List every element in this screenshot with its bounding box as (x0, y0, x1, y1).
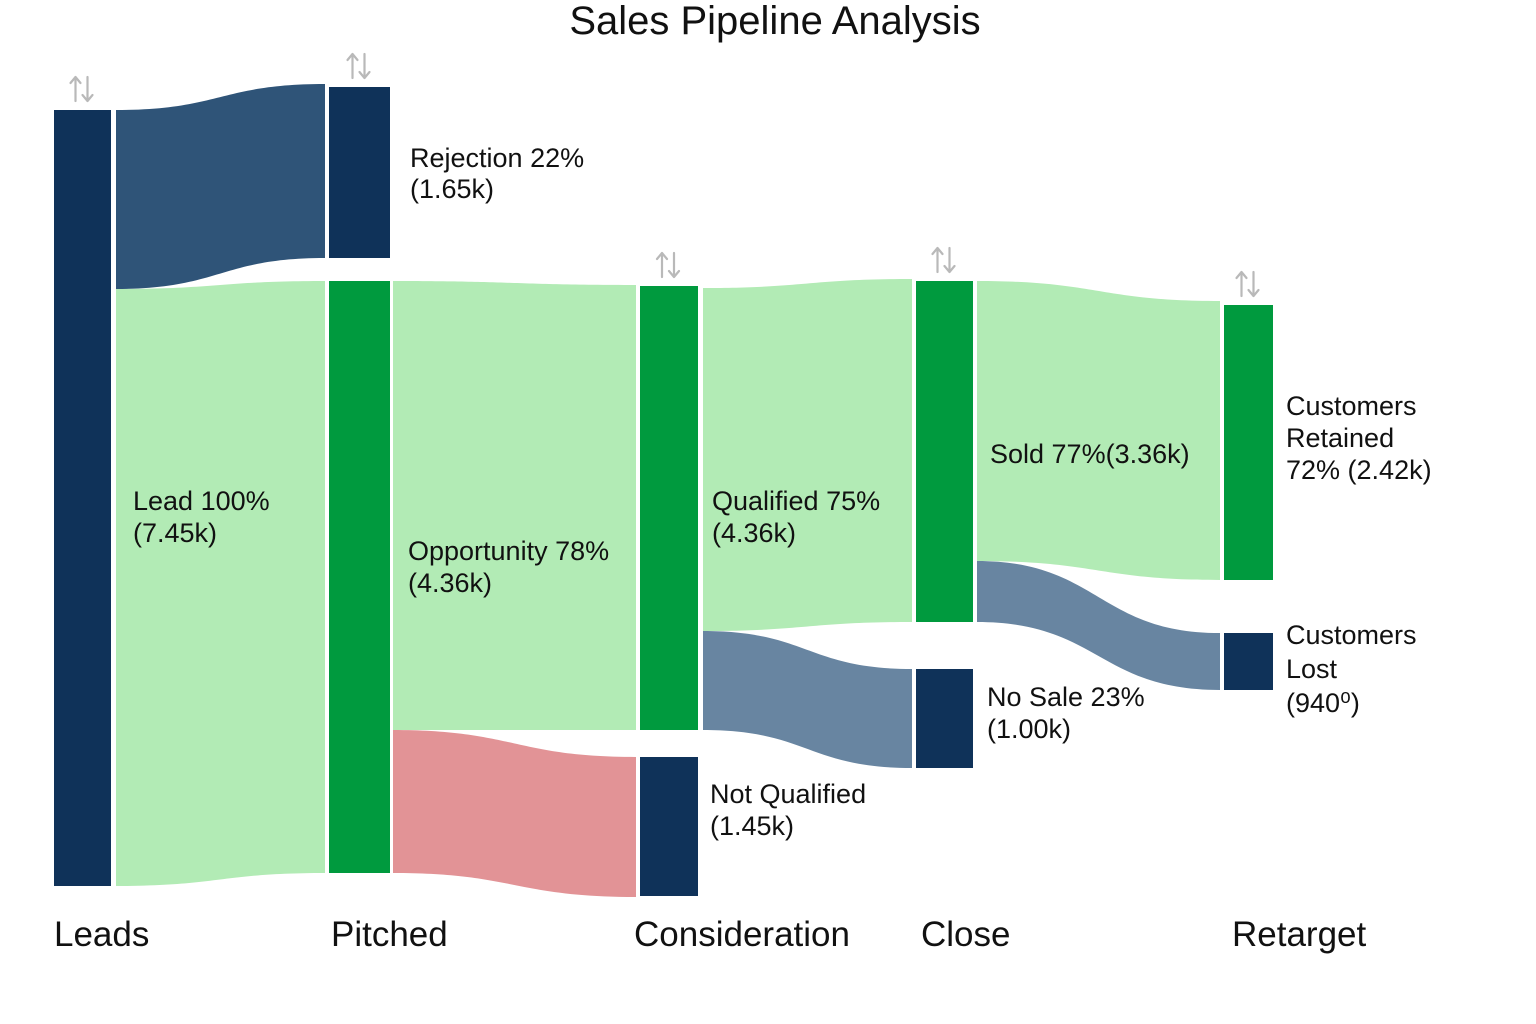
sort-arrows-icon[interactable] (931, 246, 956, 274)
node-not-qualified[interactable] (640, 757, 698, 896)
flow-label-close: Qualified 75% (4.36k) (712, 486, 880, 548)
flow-link-close-to-retained (977, 281, 1220, 580)
flow-label-retained: Sold 77%(3.36k) (990, 439, 1190, 469)
node-rejection[interactable] (329, 87, 390, 258)
stage-label-retarget: Retarget (1232, 915, 1367, 954)
flow-link-leads-to-rejection (116, 84, 325, 289)
flow-link-close-to-lost (977, 561, 1220, 690)
flow-links (116, 84, 1220, 897)
flow-link-pitched-to-consideration (393, 281, 636, 730)
node-label-lost: Customers Lost (940⁰) (1286, 620, 1417, 718)
stage-label-close: Close (921, 915, 1010, 954)
stage-label-pitched: Pitched (331, 915, 448, 954)
flow-label-pitched-line: (7.45k) (133, 518, 217, 548)
node-label-lost-line: (940⁰) (1286, 688, 1360, 718)
stage-label-consideration: Consideration (634, 915, 850, 954)
node-retained[interactable] (1224, 305, 1273, 580)
node-label-not-qualified-line: Not Qualified (710, 779, 866, 809)
flow-label-pitched: Lead 100% (7.45k) (133, 486, 270, 548)
flow-label-close-line: Qualified 75% (712, 486, 880, 516)
node-label-rejection-line: (1.65k) (410, 174, 494, 204)
flow-label-consideration-line: Opportunity 78% (408, 536, 609, 566)
flow-link-leads-to-pitched (116, 281, 325, 886)
stage-nodes (54, 52, 1273, 896)
stage-label-leads: Leads (54, 915, 149, 954)
sort-arrows-icon[interactable] (346, 52, 371, 80)
node-label-no-sale-line: No Sale 23% (987, 682, 1145, 712)
flow-label-retained-line: Sold 77%(3.36k) (990, 439, 1190, 469)
flow-label-close-line: (4.36k) (712, 518, 796, 548)
node-label-retained-line: 72% (2.42k) (1286, 455, 1432, 485)
node-label-retained-line: Retained (1286, 423, 1394, 453)
node-label-lost-line: Customers (1286, 620, 1417, 650)
sort-arrows-icon[interactable] (655, 251, 681, 279)
flow-label-consideration: Opportunity 78% (4.36k) (408, 536, 609, 598)
node-label-not-qualified-line: (1.45k) (710, 811, 794, 841)
flow-link-consideration-to-no_sale (703, 631, 912, 768)
node-close[interactable] (916, 281, 973, 622)
node-label-no-sale: No Sale 23% (1.00k) (987, 682, 1145, 744)
flow-link-consideration-to-close (703, 279, 912, 631)
node-pitched[interactable] (329, 281, 390, 873)
node-label-no-sale-line: (1.00k) (987, 714, 1071, 744)
node-label-rejection-line: Rejection 22% (410, 143, 584, 173)
node-label-retained: Customers Retained 72% (2.42k) (1286, 391, 1432, 485)
flow-label-consideration-line: (4.36k) (408, 568, 492, 598)
node-label-retained-line: Customers (1286, 391, 1417, 421)
node-no-sale[interactable] (916, 669, 973, 768)
flow-link-pitched-to-not_qualified (393, 730, 636, 897)
node-label-not-qualified: Not Qualified (1.45k) (710, 779, 866, 841)
node-label-rejection: Rejection 22% (1.65k) (410, 143, 584, 204)
sort-arrows-icon[interactable] (1235, 270, 1260, 298)
node-label-lost-line: Lost (1286, 654, 1338, 684)
node-lost[interactable] (1224, 633, 1273, 690)
flow-label-pitched-line: Lead 100% (133, 486, 270, 516)
chart-title: Sales Pipeline Analysis (569, 0, 980, 43)
chart-labels: Lead 100% (7.45k)Opportunity 78% (4.36k)Qu… (54, 143, 1432, 954)
node-consideration[interactable] (640, 286, 698, 730)
node-leads[interactable] (54, 110, 111, 886)
sort-arrows-icon[interactable] (69, 75, 94, 103)
